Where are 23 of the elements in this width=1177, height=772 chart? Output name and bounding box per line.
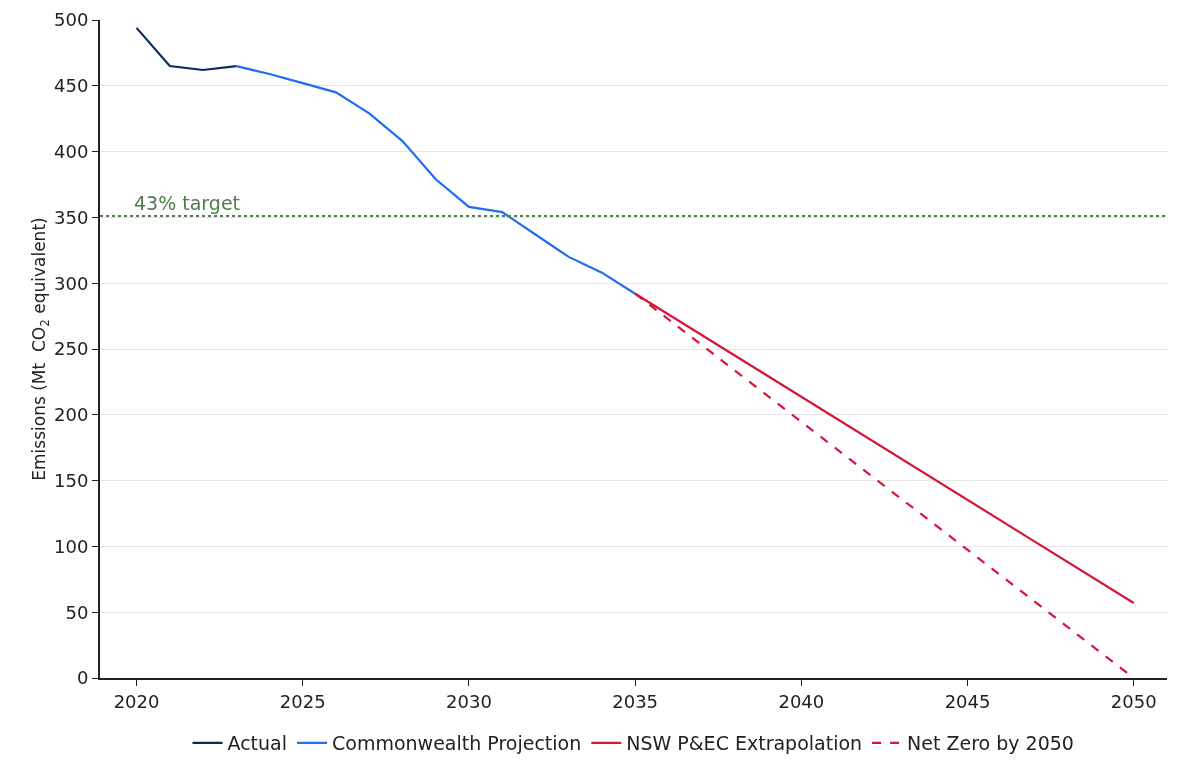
y-tick-label: 100 [54, 535, 89, 557]
y-tick-label: 50 [65, 601, 89, 623]
y-tick-label: 350 [54, 206, 89, 228]
y-tick-label: 150 [54, 469, 89, 491]
legend-label: Net Zero by 2050 [907, 732, 1074, 755]
x-tick-label: 2035 [612, 690, 659, 712]
legend-label: Actual [227, 732, 288, 755]
y-tick-label: 450 [54, 75, 89, 97]
x-tick-label: 2045 [944, 690, 991, 712]
x-tick-label: 2025 [279, 690, 326, 712]
x-tick-label: 2030 [446, 690, 492, 712]
legend-label: Commonwealth Projection [332, 732, 582, 755]
legend-label: NSW P&EC Extrapolation [626, 732, 863, 755]
y-tick-label: 200 [54, 404, 89, 426]
y-tick-label: 400 [54, 140, 89, 162]
x-tick-label: 2050 [1110, 690, 1157, 712]
y-tick-label: 300 [54, 272, 89, 294]
ref-line-label: 43% target [134, 192, 241, 214]
x-tick-label: 2040 [778, 690, 825, 712]
y-tick-label: 250 [54, 338, 89, 360]
x-tick-label: 2020 [113, 690, 160, 712]
y-tick-label: 0 [76, 667, 89, 689]
y-tick-label: 500 [54, 9, 89, 31]
